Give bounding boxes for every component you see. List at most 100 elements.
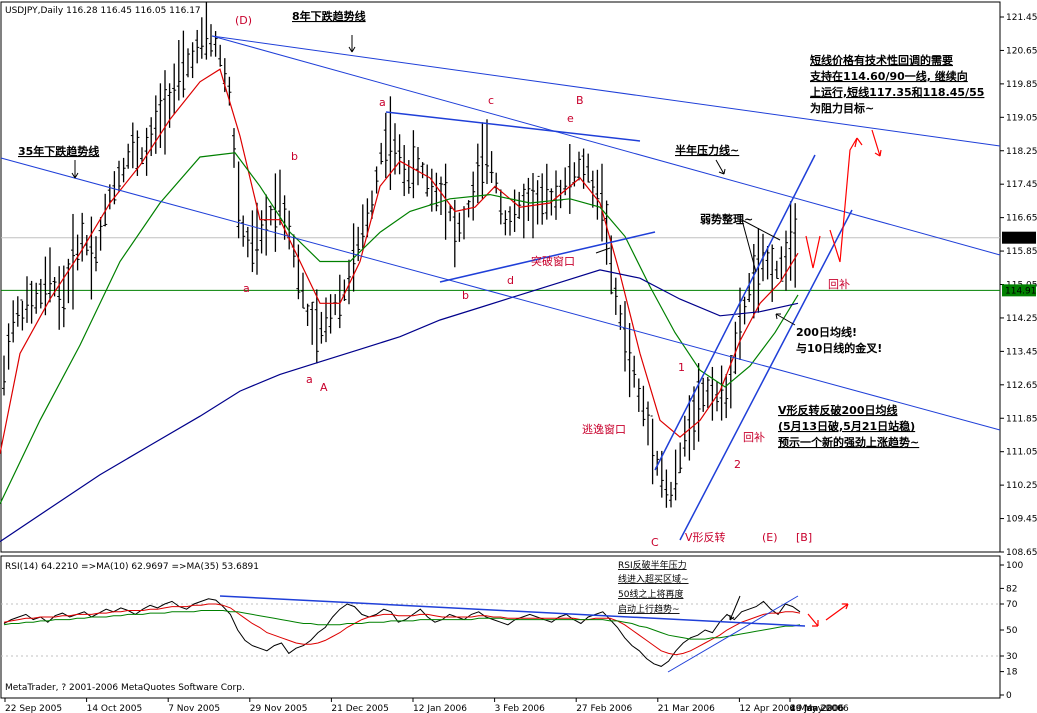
price-tick-label: 119.05 [1006,113,1037,123]
wave-label: b [462,289,469,302]
ma-line [0,68,799,454]
price-tag-label: 114.91 [1005,286,1037,296]
wave-label: C [651,536,659,549]
v-note: V形反转反破200日均线 (5月13日破,5月21日站稳) 预示一个新的强劲上涨… [778,403,919,449]
trendline-8y [211,35,1001,147]
price-tick-label: 112.65 [1006,381,1037,391]
price-tick-label: 118.25 [1006,147,1037,157]
wave-label: b [291,150,298,163]
price-tick-label: 117.45 [1006,180,1037,190]
price-tick-label: 109.45 [1006,515,1037,525]
wave-label: a [243,282,250,295]
rsi-title-line: RSI(14) 64.2210 =>MA(10) 62.9697 =>MA(35… [5,562,259,572]
symbol-line: USDJPY,Daily 116.28 116.45 116.05 116.17 [5,6,201,16]
date-tick-label: 29 Nov 2005 [250,704,308,713]
v-note-line: 预示一个新的强劲上涨趋势~ [778,435,919,449]
channel-upper [654,154,816,471]
v-note-line: V形反转反破200日均线 [778,403,897,417]
trendlines [0,35,1001,673]
price-tick-label: 111.05 [1006,448,1037,458]
rsi-resistance [219,595,806,627]
label-trend-35y: 35年下跌趋势线 [18,144,99,158]
wave-label: d [507,274,514,287]
top-note: 短线价格有技术性回调的需要 支持在114.60/90一线, 继续向 上运行,短线… [809,53,984,115]
triangle-upper [385,111,641,142]
price-tick-label: 110.25 [1006,481,1037,491]
price-tick-label: 119.85 [1006,80,1037,90]
price-tick-label: 114.25 [1006,314,1037,324]
copyright: MetaTrader, ? 2001-2006 MetaQuotes Softw… [5,683,245,693]
label-ma200-2: 与10日线的金叉! [796,341,882,355]
date-tick-label: 26 May 2006 [790,704,849,713]
trendline-half-year [211,35,1001,256]
top-note-line: 为阻力目标~ [810,101,874,115]
top-note-line: 支持在114.60/90一线, 继续向 [809,69,968,83]
price-tick-label: 116.65 [1006,214,1037,224]
rsi-series-line [3,610,801,640]
ma-line [0,269,799,543]
price-tag [1002,284,1036,297]
rsi-tick-label: 50 [1006,626,1018,636]
date-tick-label: 21 Mar 2006 [658,704,715,713]
label-v-reversal: V形反转 [685,530,726,544]
label-weak: 弱势整理~ [700,212,753,226]
ma-line [0,152,799,505]
pointer-arrows [71,35,796,621]
price-tick-label: 113.45 [1006,347,1037,357]
rsi-tick-label: 100 [1006,561,1023,571]
wave-label: a [306,373,313,386]
date-tick-label: 27 Feb 2006 [576,704,632,713]
wave-label: [B] [796,531,812,544]
date-tick-label: 19 Jun 2006 [790,704,844,713]
trendline-35y [0,157,1001,431]
label-escape: 逃逸窗口 [582,422,626,436]
price-tick-label: 120.65 [1006,46,1037,56]
wave-label: B [576,94,584,107]
rsi-note-line: RSI反破半年压力 [618,559,687,571]
wave-labels: (D) a b a c A a c B e b d 1 2 C (E) [B] [235,14,812,549]
rsi-note-line: 50线之上将再度 [618,588,683,600]
triangle-lower [439,231,656,283]
label-trend-8y: 8年下跌趋势线 [292,9,366,23]
date-tick-label: 7 Nov 2005 [168,704,220,713]
price-tick-label: 115.85 [1006,247,1037,257]
wave-label: c [488,94,494,107]
wave-label: A [320,381,328,394]
price-panel [0,1,1001,553]
rsi-tick-label: 70 [1006,600,1018,610]
price-tag [1002,231,1036,244]
rsi-tick-label: 82 [1006,584,1017,594]
v-note-line: (5月13日破,5月21日站稳) [778,419,915,433]
price-tick-label: 111.85 [1006,414,1037,424]
wave-label: (E) [762,531,778,544]
rsi-tick-label: 18 [1006,668,1018,678]
rsi-note-line: 启动上行趋势~ [618,603,680,615]
rsi-note-line: 线进入超买区域~ [618,573,689,585]
label-pullback-2: 回补 [743,431,765,444]
wave-label: 1 [678,361,685,374]
top-note-line: 上运行,短线117.35和118.45/55 [810,85,984,99]
rsi-tick-label: 30 [1006,652,1018,662]
rsi-panel [0,555,1001,699]
label-pullback-1: 回补 [828,278,850,291]
label-half-year: 半年压力线~ [675,143,739,157]
top-note-line: 短线价格有技术性回调的需要 [810,53,953,67]
forecast-arrows [805,129,882,627]
rsi-tick-label: 0 [1006,691,1012,701]
label-ma200-1: 200日均线! [796,325,857,339]
date-tick-label: 12 Apr 2006 [739,704,795,713]
date-tick-label: 4 May 2006 [790,704,843,713]
date-tick-label: 21 Dec 2005 [331,704,389,713]
label-breakout: 突破窗口 [531,254,575,268]
rsi-note: RSI反破半年压力 线进入超买区域~ 50线之上将再度 启动上行趋势~ [618,559,689,615]
rsi-support [667,595,799,673]
wave-label: e [567,112,574,125]
date-tick-label: 22 Sep 2005 [5,704,62,713]
date-tick-label: 12 Jan 2006 [413,704,467,713]
rsi-series-line [3,603,801,656]
channel-lower [679,209,853,541]
wave-label: 2 [734,458,741,471]
wave-label: a [379,96,386,109]
price-tick-label: 108.65 [1006,548,1037,558]
